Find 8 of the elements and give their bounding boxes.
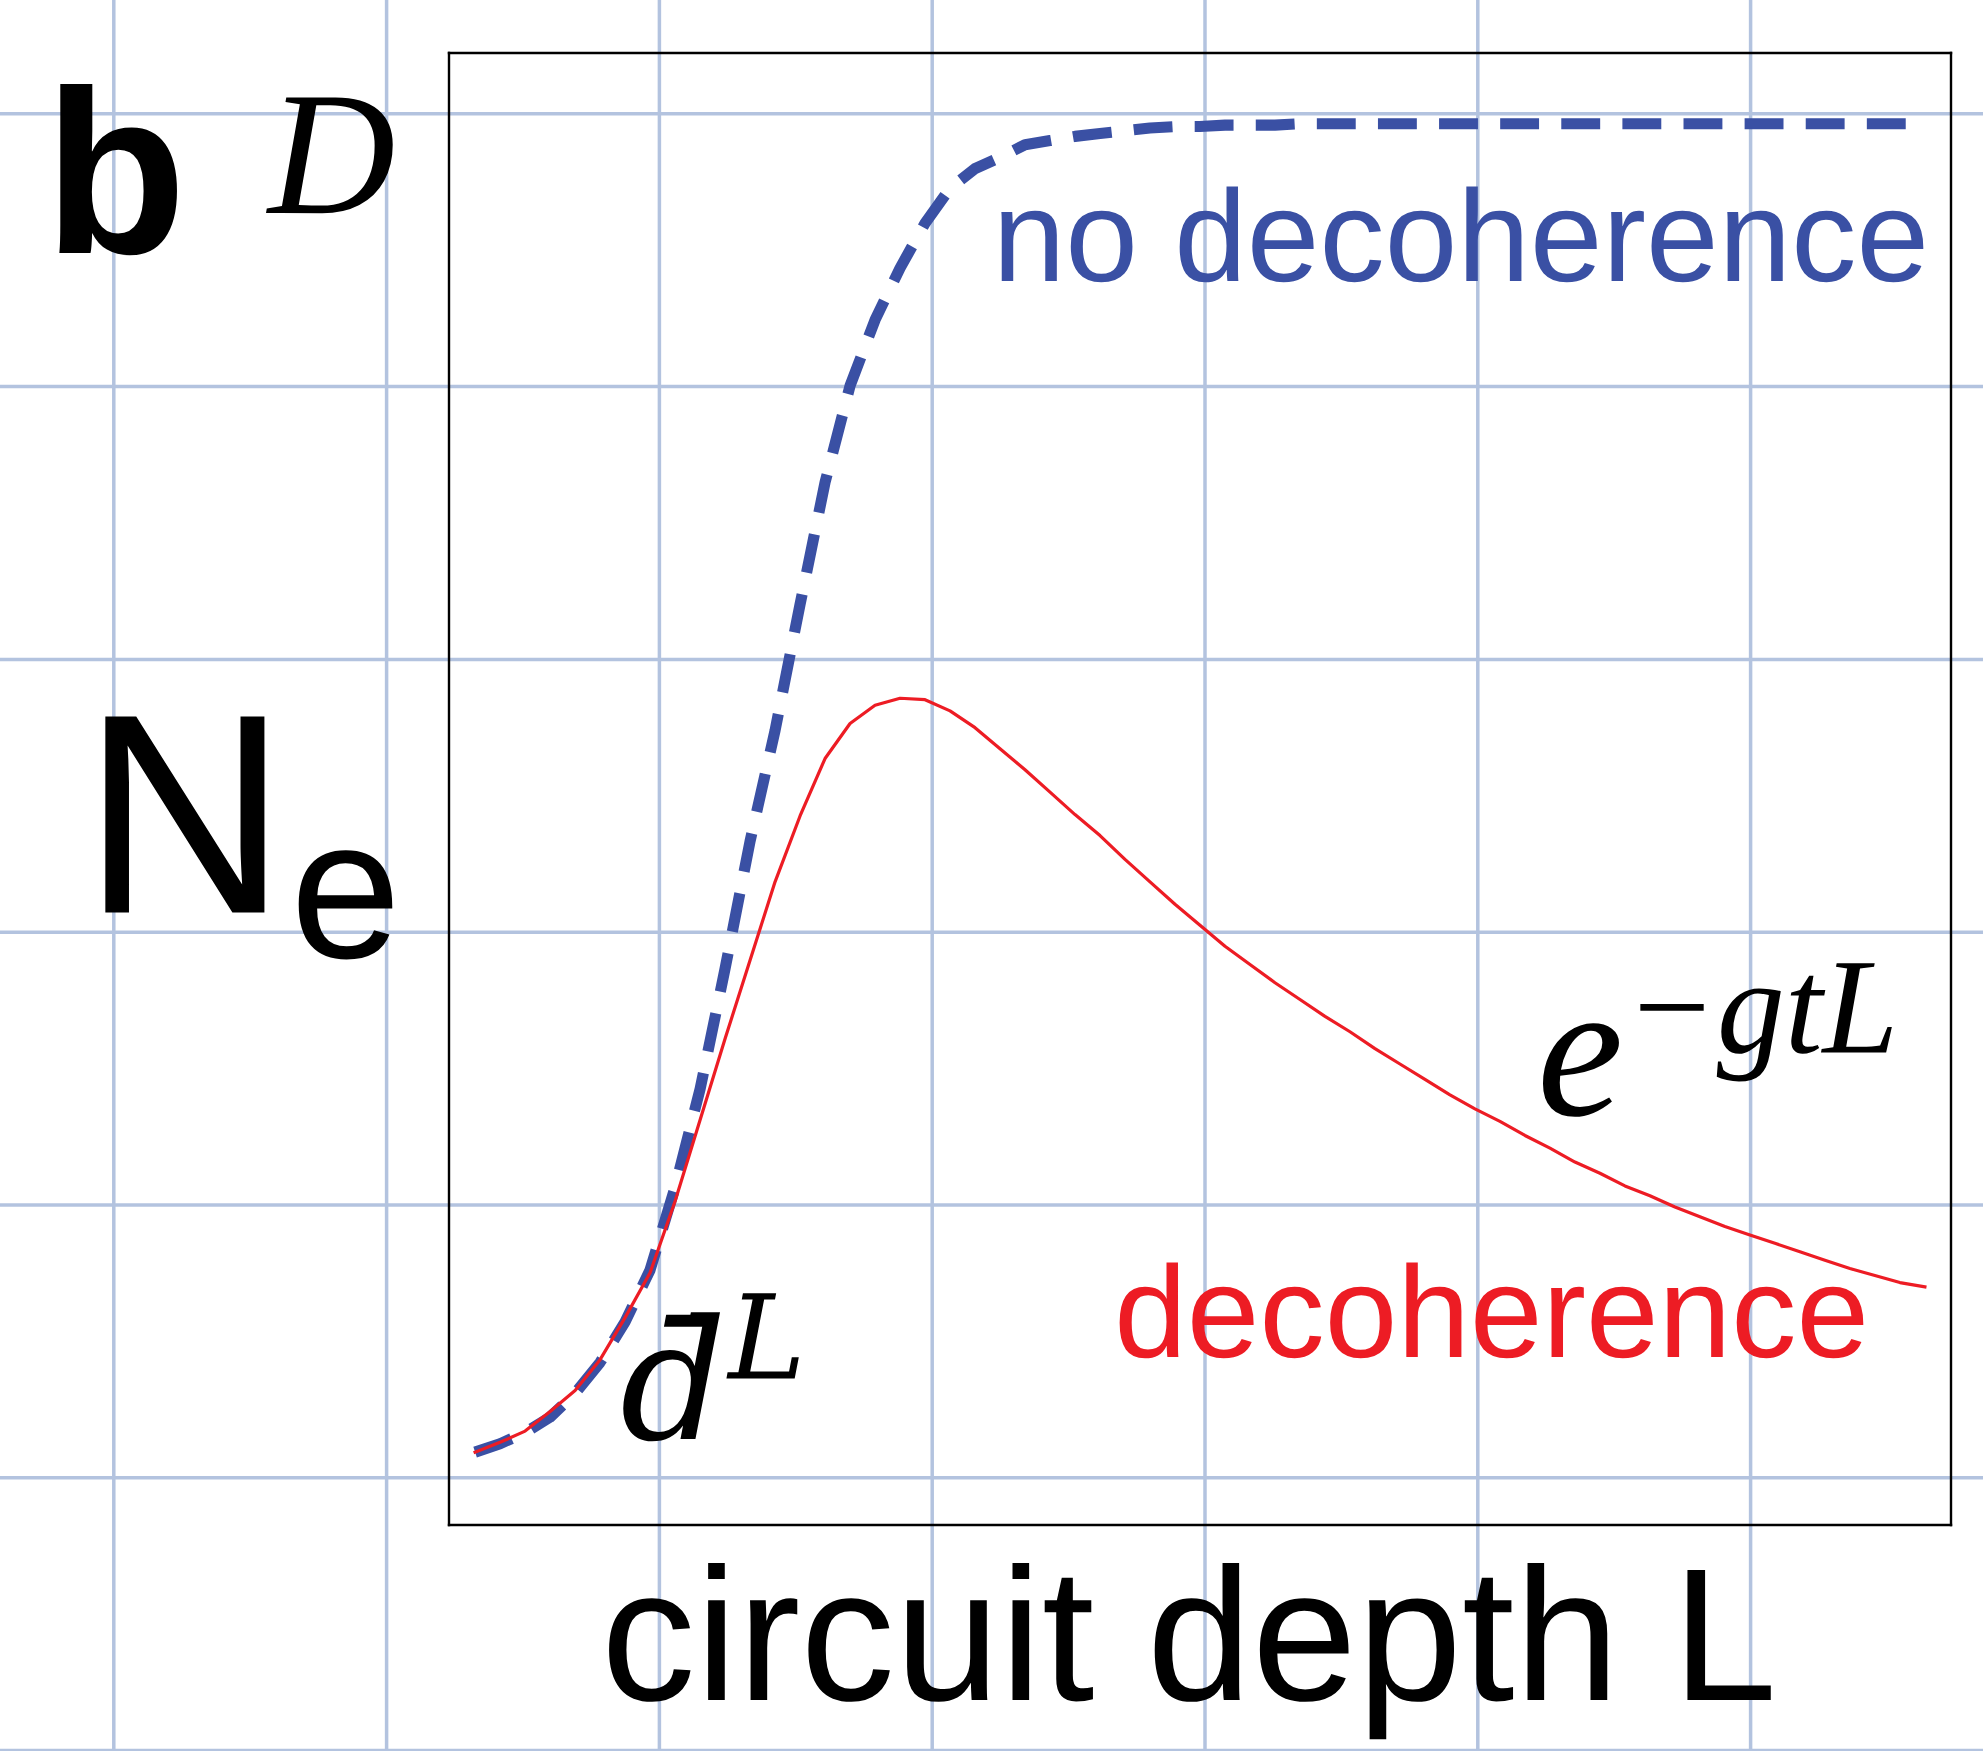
- x-axis-title: circuit depth L: [609, 1563, 1771, 1740]
- text: D: [266, 97, 393, 214]
- annotation: d̄$^{L}$: [623, 1293, 799, 1442]
- annotation: e$^{−gtL}$: [1542, 963, 1892, 1117]
- series-label: no decoherence: [1001, 186, 1924, 283]
- y-axis-title: N$_{e}$: [105, 716, 393, 960]
- chart-title: b: [59, 83, 177, 256]
- series-label: decoherence: [1119, 1262, 1864, 1359]
